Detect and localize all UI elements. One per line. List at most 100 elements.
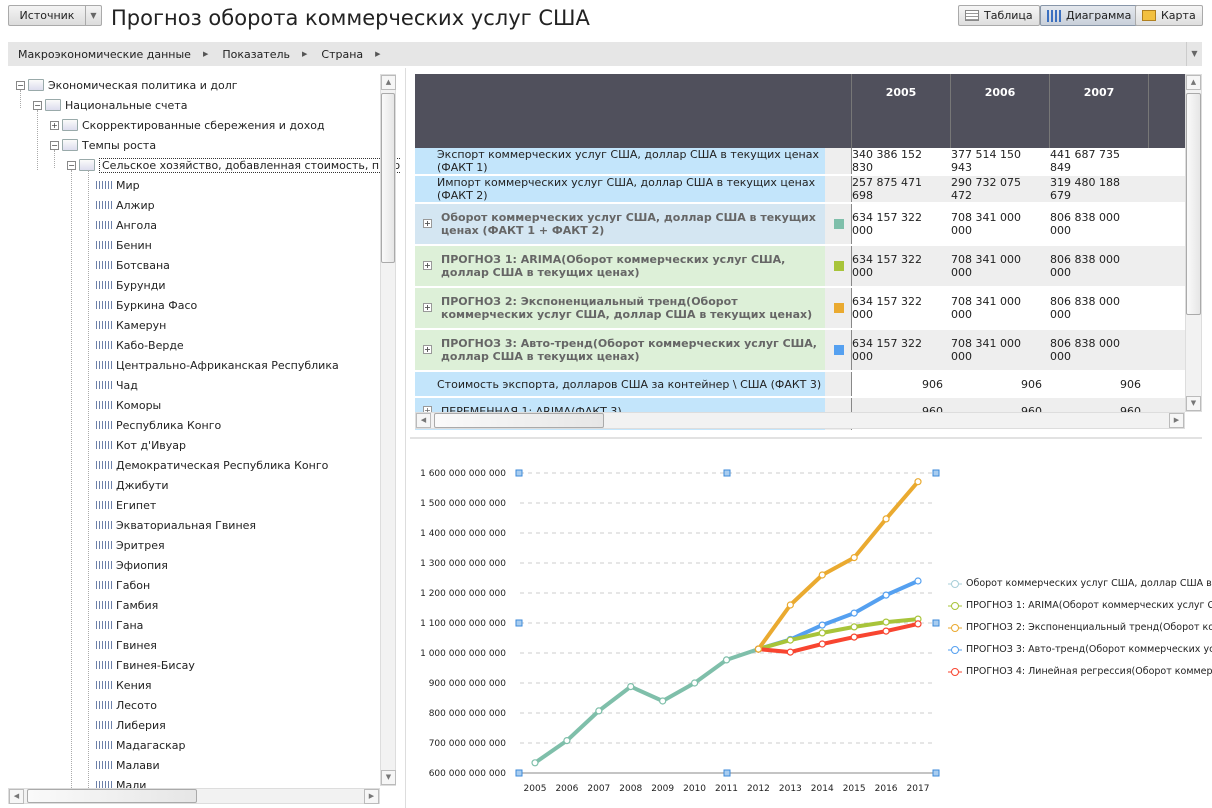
scroll-thumb[interactable] bbox=[381, 93, 395, 263]
collapse-icon[interactable]: − bbox=[67, 160, 76, 170]
tree-item[interactable]: Камерун bbox=[96, 315, 166, 335]
tree-item[interactable]: Гвинея bbox=[96, 635, 157, 655]
table-cell[interactable]: 888 3 bbox=[1149, 330, 1185, 370]
expand-icon[interactable]: + bbox=[50, 120, 59, 130]
legend-item[interactable]: Оборот коммерческих услуг США, доллар СШ… bbox=[948, 578, 1212, 589]
table-cell[interactable]: 441 687 735 849 bbox=[1050, 148, 1149, 174]
collapse-icon[interactable]: − bbox=[33, 100, 42, 110]
table-cell[interactable]: 888 3 bbox=[1149, 204, 1185, 244]
column-header[interactable]: 2005 bbox=[852, 74, 951, 148]
table-cell[interactable]: 340 386 152 830 bbox=[852, 148, 951, 174]
scroll-left-icon[interactable]: ◀ bbox=[416, 413, 431, 428]
tree-folder[interactable]: − Сельское хозяйство, добавленная стоимос… bbox=[67, 155, 400, 175]
scroll-right-icon[interactable]: ▶ bbox=[1169, 413, 1184, 428]
tree-item[interactable]: Гамбия bbox=[96, 595, 158, 615]
tree-item[interactable]: Габон bbox=[96, 575, 150, 595]
table-cell[interactable] bbox=[1149, 372, 1185, 396]
table-cell[interactable]: 377 514 150 943 bbox=[951, 148, 1050, 174]
scroll-thumb[interactable] bbox=[434, 413, 604, 428]
tree-item[interactable]: Либерия bbox=[96, 715, 166, 735]
tree-item[interactable]: Мадагаскар bbox=[96, 735, 186, 755]
tree-item[interactable]: Египет bbox=[96, 495, 156, 515]
table-row[interactable]: + ПРОГНОЗ 1: ARIMA(Оборот коммерческих ус… bbox=[415, 246, 1185, 288]
legend-item[interactable]: ПРОГНОЗ 1: ARIMA(Оборот коммерческих усл… bbox=[948, 600, 1212, 611]
scroll-thumb[interactable] bbox=[27, 789, 197, 803]
source-button[interactable]: Источник ▼ bbox=[8, 5, 102, 26]
tree-item[interactable]: Экваториальная Гвинея bbox=[96, 515, 256, 535]
table-row[interactable]: + Оборот коммерческих услуг США, доллар С… bbox=[415, 204, 1185, 246]
scroll-down-icon[interactable]: ▼ bbox=[1186, 396, 1201, 411]
table-cell[interactable]: 888 3 bbox=[1149, 288, 1185, 328]
tree-folder[interactable]: + Скорректированные сбережения и доход bbox=[50, 115, 325, 135]
table-cell[interactable]: 708 341 000 000 bbox=[951, 330, 1050, 370]
expand-icon[interactable]: + bbox=[423, 219, 432, 228]
collapse-icon[interactable]: − bbox=[16, 80, 25, 90]
tree-item[interactable]: Центрально-Африканская Республика bbox=[96, 355, 339, 375]
table-row[interactable]: Экспорт коммерческих услуг США, доллар С… bbox=[415, 148, 1185, 176]
column-header[interactable] bbox=[1149, 74, 1185, 148]
tree-folder[interactable]: − Экономическая политика и долг bbox=[16, 75, 238, 95]
table-cell[interactable]: 906 bbox=[1050, 372, 1149, 396]
tree-item[interactable]: Лесото bbox=[96, 695, 157, 715]
tree-folder[interactable]: − Темпы роста bbox=[50, 135, 156, 155]
tree-item[interactable]: Эфиопия bbox=[96, 555, 168, 575]
tree-item[interactable]: Буркина Фасо bbox=[96, 295, 197, 315]
scroll-right-icon[interactable]: ▶ bbox=[364, 789, 379, 804]
breadcrumb-macro[interactable]: Макроэкономические данные bbox=[18, 47, 191, 61]
legend-item[interactable]: ПРОГНОЗ 4: Линейная регрессия(Оборот ком… bbox=[948, 666, 1212, 677]
table-cell[interactable]: 708 341 000 000 bbox=[951, 204, 1050, 244]
scroll-up-icon[interactable]: ▲ bbox=[1186, 75, 1201, 90]
column-header[interactable]: 2007 bbox=[1050, 74, 1149, 148]
table-cell[interactable]: 634 157 322 000 bbox=[852, 246, 951, 286]
tree-folder[interactable]: − Национальные счета bbox=[33, 95, 187, 115]
scroll-thumb[interactable] bbox=[1186, 93, 1201, 315]
table-cell[interactable]: 806 838 000 000 bbox=[1050, 246, 1149, 286]
tree-item[interactable]: Чад bbox=[96, 375, 138, 395]
table-row[interactable]: Стоимость экспорта, долларов США за конт… bbox=[415, 372, 1185, 398]
scroll-left-icon[interactable]: ◀ bbox=[9, 789, 24, 804]
expand-icon[interactable]: + bbox=[423, 303, 432, 312]
collapse-icon[interactable]: − bbox=[50, 140, 59, 150]
table-cell[interactable]: 906 bbox=[951, 372, 1050, 396]
expand-icon[interactable]: + bbox=[423, 261, 432, 270]
tree-item[interactable]: Кения bbox=[96, 675, 152, 695]
table-cell[interactable]: 290 732 075 472 bbox=[951, 176, 1050, 202]
tree-vertical-scrollbar[interactable]: ▲ ▼ bbox=[380, 74, 396, 786]
view-chart-button[interactable]: Диаграмма bbox=[1040, 5, 1139, 26]
chevron-right-icon[interactable]: ▶ bbox=[375, 50, 381, 58]
tree-horizontal-scrollbar[interactable]: ◀ ▶ bbox=[8, 788, 380, 804]
tree-item[interactable]: Демократическая Республика Конго bbox=[96, 455, 328, 475]
table-cell[interactable]: 806 838 000 000 bbox=[1050, 204, 1149, 244]
table-vertical-scrollbar[interactable]: ▲ ▼ bbox=[1185, 74, 1202, 412]
breadcrumb-indicator[interactable]: Показатель bbox=[222, 47, 290, 61]
chevron-down-icon[interactable]: ▼ bbox=[85, 6, 101, 25]
tree-item[interactable]: Ангола bbox=[96, 215, 157, 235]
chevron-right-icon[interactable]: ▶ bbox=[202, 50, 209, 58]
table-cell[interactable]: 257 875 471 698 bbox=[852, 176, 951, 202]
table-row[interactable]: + ПРОГНОЗ 3: Авто-тренд(Оборот коммерческ… bbox=[415, 330, 1185, 372]
breadcrumb-country[interactable]: Страна bbox=[321, 47, 364, 61]
scroll-up-icon[interactable]: ▲ bbox=[381, 75, 396, 90]
tree-item[interactable]: Эритрея bbox=[96, 535, 165, 555]
legend-item[interactable]: ПРОГНОЗ 3: Авто-тренд(Оборот коммерчески… bbox=[948, 644, 1212, 655]
tree-item[interactable]: Кот д'Ивуар bbox=[96, 435, 186, 455]
table-cell[interactable]: 634 157 322 000 bbox=[852, 204, 951, 244]
expand-icon[interactable]: + bbox=[423, 345, 432, 354]
tree-item[interactable]: Коморы bbox=[96, 395, 161, 415]
tree-item[interactable]: Малави bbox=[96, 755, 160, 775]
table-cell[interactable]: 352 5 bbox=[1149, 176, 1185, 202]
tree-item[interactable]: Республика Конго bbox=[96, 415, 221, 435]
tree-item[interactable]: Бурунди bbox=[96, 275, 166, 295]
legend-item[interactable]: ПРОГНОЗ 2: Экспоненциальный тренд(Оборот… bbox=[948, 622, 1212, 633]
tree-item[interactable]: Джибути bbox=[96, 475, 169, 495]
tree-item[interactable]: Бенин bbox=[96, 235, 152, 255]
table-cell[interactable]: 906 bbox=[852, 372, 951, 396]
table-cell[interactable]: 806 838 000 000 bbox=[1050, 288, 1149, 328]
table-cell[interactable]: 634 157 322 000 bbox=[852, 330, 951, 370]
table-cell[interactable]: 708 341 000 000 bbox=[951, 288, 1050, 328]
table-cell[interactable]: 485 5 bbox=[1149, 148, 1185, 174]
view-map-button[interactable]: Карта bbox=[1135, 5, 1203, 26]
tree-item[interactable]: Ботсвана bbox=[96, 255, 170, 275]
table-cell[interactable]: 888 3 bbox=[1149, 246, 1185, 286]
table-horizontal-scrollbar[interactable]: ◀ ▶ bbox=[415, 412, 1185, 429]
